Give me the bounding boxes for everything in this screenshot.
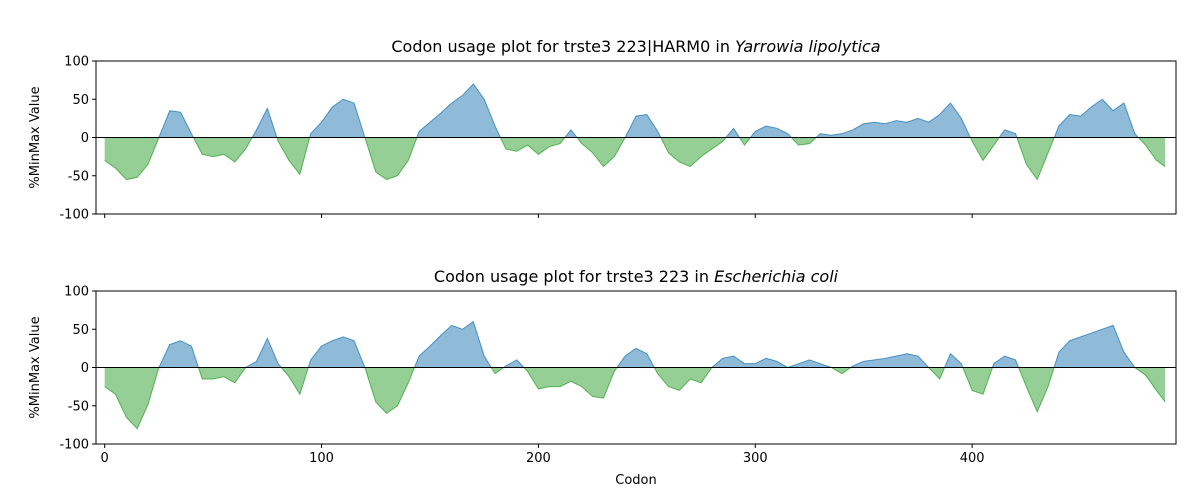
line [104,137,1166,181]
y-tick-label: -100 [59,208,89,223]
chart-title: Codon usage plot for trste3 223 in Esche… [434,267,839,286]
y-axis-label: %MinMax Value [28,86,43,188]
y-tick-label: 50 [72,93,89,108]
title-text: Codon usage plot for trste3 223 in [434,267,709,286]
chart-title: Codon usage plot for trste3 223|HARM0 in… [391,37,880,56]
line [158,320,1136,368]
y-tick-label: 100 [64,55,89,70]
area-fill [104,367,1166,429]
y-tick-label: 0 [81,361,89,376]
x-tick-label: 400 [960,451,985,466]
y-tick-label: -50 [68,399,89,414]
x-tick-label: 0 [101,451,109,466]
line [104,367,1166,430]
y-tick-label: 100 [64,285,89,300]
y-tick-label: -100 [59,438,89,453]
y-tick-label: -50 [68,169,89,184]
x-tick-label: 300 [743,451,768,466]
title-species: Escherichia coli [714,267,839,286]
x-tick-label: 100 [309,451,334,466]
y-tick-label: 0 [81,131,89,146]
y-tick-label: 50 [72,323,89,338]
y-axis-label: %MinMax Value [28,316,43,418]
area-fill [104,83,1166,138]
x-tick-label: 200 [526,451,551,466]
area-fill [104,137,1166,180]
title-text: Codon usage plot for trste3 223|HARM0 in [391,37,730,56]
title-species: Yarrowia lipolytica [735,37,881,56]
line [158,83,1140,138]
area-fill [104,321,1166,368]
x-axis-label: Codon [615,473,656,488]
